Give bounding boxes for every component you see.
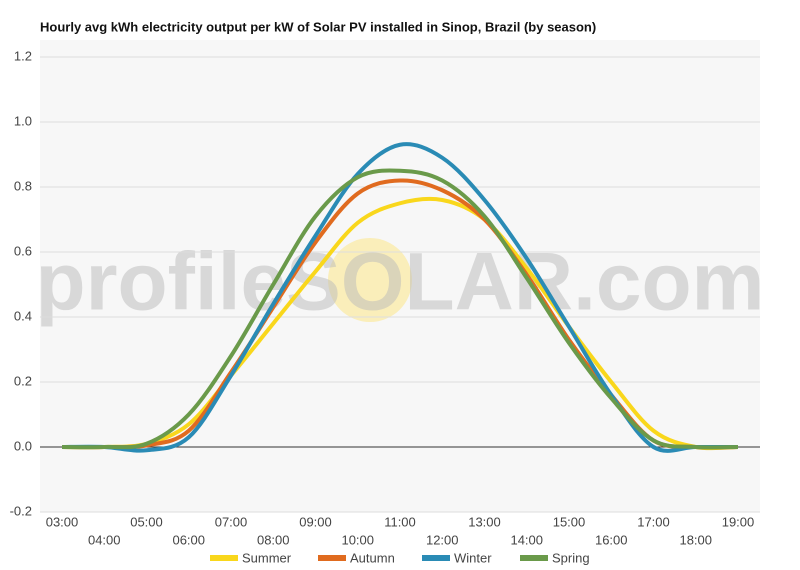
x-tick-label: 12:00 [426,532,459,547]
y-tick-label: 0.6 [14,243,32,258]
y-tick-label: 0.8 [14,178,32,193]
watermark: profileSOLAR.com [36,237,765,328]
x-tick-label: 05:00 [130,514,163,529]
legend-swatch [210,555,238,561]
x-tick-label: 11:00 [384,514,416,529]
y-tick-label: 0.4 [14,308,32,323]
x-tick-label: 07:00 [215,514,248,529]
x-tick-label: 16:00 [595,532,628,547]
x-tick-label: 13:00 [468,514,501,529]
series-line [61,196,739,451]
y-tick-label: 1.0 [14,113,32,128]
x-tick-label: 03:00 [46,514,79,529]
x-tick-label: 09:00 [299,514,332,529]
x-tick-label: 15:00 [553,514,586,529]
y-tick-label: -0.2 [10,503,32,518]
x-tick-label: 04:00 [88,532,121,547]
x-tick-label: 10:00 [341,532,374,547]
series-line [61,168,739,450]
watermark-sun [328,238,412,322]
y-tick-label: 0.2 [14,373,32,388]
x-tick-label: 06:00 [172,532,205,547]
y-tick-label: 1.2 [14,48,32,63]
y-tick-label: 0.0 [14,438,32,453]
legend-label: Spring [552,550,590,565]
legend-label: Autumn [350,550,395,565]
legend-swatch [422,555,450,561]
x-tick-label: 08:00 [257,532,290,547]
x-tick-label: 18:00 [679,532,712,547]
legend-swatch [520,555,548,561]
legend-label: Summer [242,550,292,565]
chart-title: Hourly avg kWh electricity output per kW… [40,19,596,34]
legend-label: Winter [454,550,492,565]
x-tick-label: 17:00 [637,514,670,529]
x-tick-label: 19:00 [722,514,755,529]
legend-swatch [318,555,346,561]
x-tick-label: 14:00 [510,532,543,547]
